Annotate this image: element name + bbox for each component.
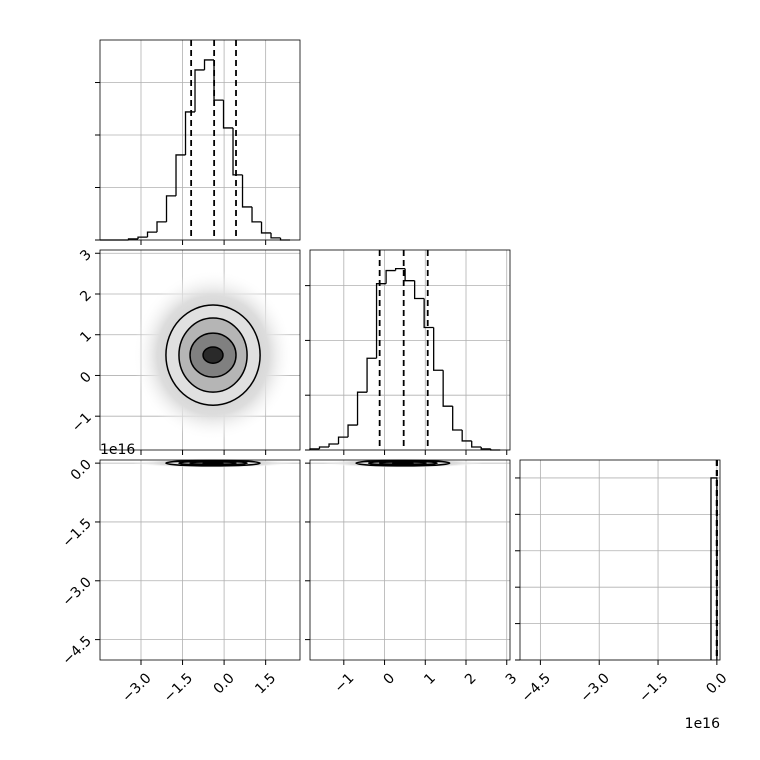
histogram-bin: [175, 154, 186, 196]
panel-frame: [519, 459, 721, 661]
histogram-bin: [433, 327, 444, 371]
histogram-bin: [710, 477, 718, 660]
offset-label: 1e16: [685, 716, 720, 732]
x-tick-label: −1.5: [161, 670, 196, 705]
histogram-bin: [203, 59, 215, 70]
histogram-bin: [318, 446, 330, 449]
histogram-bin: [137, 236, 148, 239]
histogram-bin: [480, 446, 491, 450]
histogram-bin: [413, 280, 425, 300]
histogram-bin: [194, 69, 205, 112]
histogram-bin: [366, 357, 377, 393]
histogram-bin: [375, 283, 387, 359]
panel-frame: [99, 459, 301, 661]
offset-label: 1e16: [100, 442, 135, 458]
histogram-bin: [404, 268, 415, 282]
histogram-bin: [337, 436, 349, 444]
y-tick-label: 3: [77, 247, 95, 265]
panel-frame: [309, 249, 511, 451]
histogram-bin: [423, 298, 434, 329]
histogram-bin: [232, 127, 243, 176]
x-tick-label: 2: [462, 670, 480, 688]
y-tick-label: 1: [77, 328, 95, 346]
histogram-bin: [156, 221, 167, 233]
x-tick-label: 0.0: [211, 670, 238, 697]
histogram-bin: [471, 440, 482, 448]
x-tick-label: 3: [503, 670, 521, 688]
x-tick-label: −1.5: [636, 670, 671, 705]
contour: [391, 461, 414, 465]
contour: [202, 346, 224, 364]
histogram-bin: [452, 406, 463, 431]
x-tick-label: 0: [381, 670, 399, 688]
histogram-bin: [347, 424, 358, 438]
x-tick-label: −1: [332, 670, 358, 696]
histogram-bin: [165, 195, 177, 222]
histogram-bin: [222, 100, 234, 129]
panel-frame: [99, 39, 301, 241]
histogram-bin: [260, 221, 272, 234]
histogram-bin: [213, 59, 224, 101]
y-tick-label: −4.5: [59, 633, 94, 668]
y-tick-label: −1: [69, 410, 95, 436]
y-tick-label: −3.0: [59, 574, 94, 609]
histogram-bin: [356, 391, 368, 426]
panel-frame: [99, 249, 301, 451]
y-tick-label: 0: [77, 369, 95, 387]
x-tick-label: −3.0: [577, 670, 612, 705]
x-tick-label: 1: [421, 670, 439, 688]
y-tick-label: −1.5: [59, 515, 94, 550]
histogram-bin: [241, 174, 253, 208]
x-tick-label: 1.5: [252, 670, 279, 697]
histogram-bin: [385, 269, 396, 284]
y-tick-label: 2: [77, 288, 95, 306]
histogram-bin: [461, 430, 472, 442]
panel-frame: [309, 459, 511, 661]
histogram-bin: [394, 267, 406, 271]
histogram-bin: [251, 206, 262, 223]
histogram-bin: [442, 370, 453, 407]
contour: [202, 461, 224, 465]
x-tick-label: 0.0: [703, 670, 730, 697]
histogram-bin: [146, 231, 158, 238]
histogram-bin: [270, 232, 281, 239]
x-tick-label: −4.5: [519, 670, 554, 705]
histogram-bin: [328, 443, 339, 447]
x-tick-label: −3.0: [119, 670, 154, 705]
y-tick-label: 0.0: [68, 457, 95, 484]
